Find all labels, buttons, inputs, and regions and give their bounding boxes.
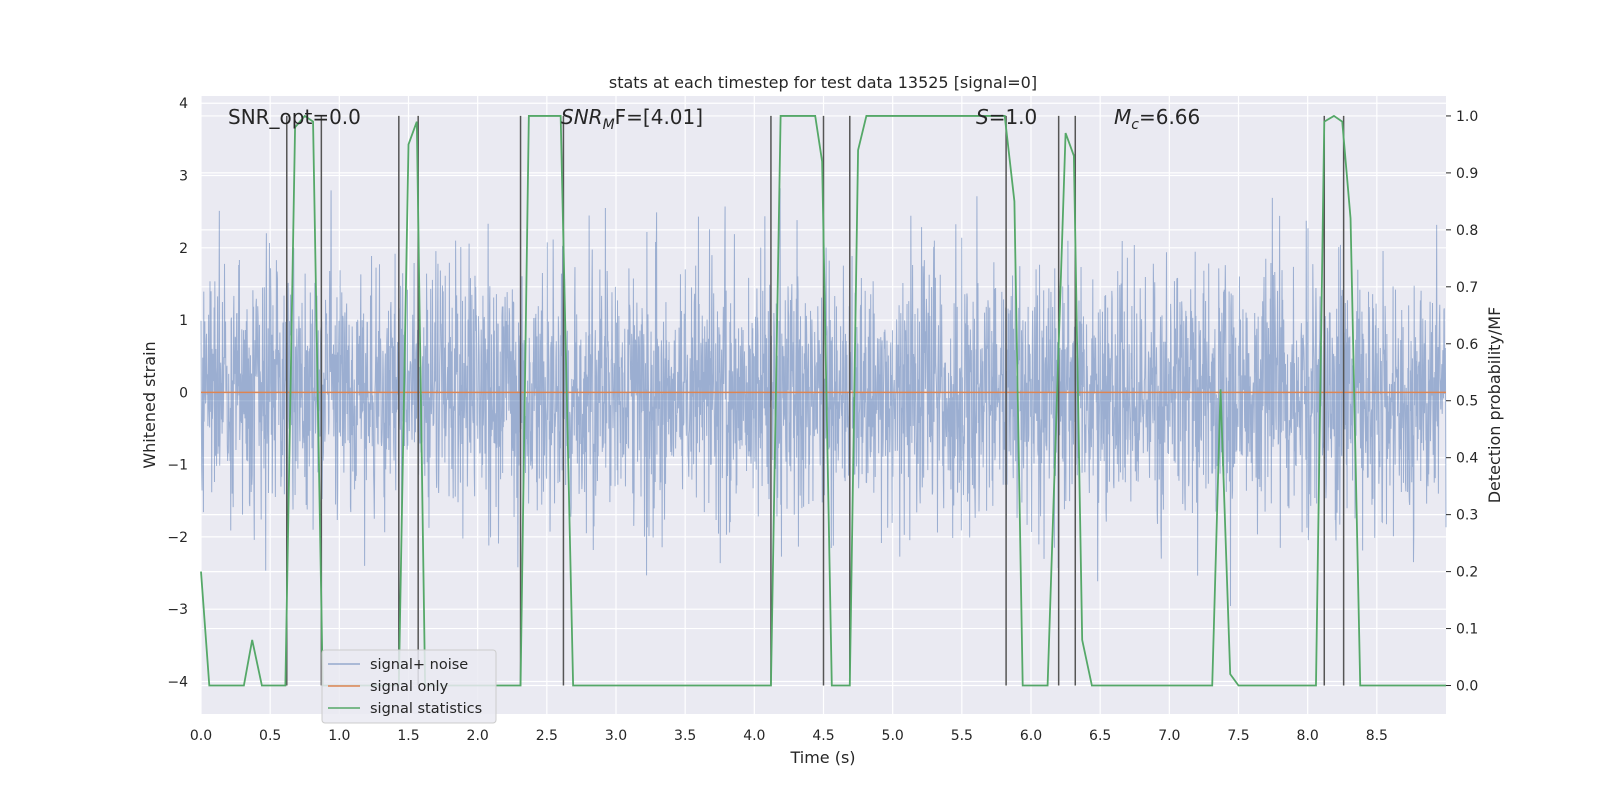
x-tick-label: 1.5 <box>397 728 419 744</box>
legend-box <box>321 649 497 724</box>
x-ticks: 0.0 0.5 1.0 1.5 2.0 2.5 3.0 3.5 4.0 4.5 5.0 5.5 6.0 6… <box>190 728 1388 744</box>
y-tick-label: 3 <box>179 169 188 185</box>
legend-label-signal-statistics: signal statistics <box>370 701 482 717</box>
annotation-s: S=1.0 <box>976 105 1037 129</box>
x-tick-label: 3.0 <box>605 728 627 744</box>
y2-axis-label: Detection probability/MF <box>1485 307 1504 504</box>
x-tick-label: 4.5 <box>812 728 834 744</box>
y2-tick-label: 0.6 <box>1456 337 1478 353</box>
snr-mf-value: F=[4.01] <box>615 105 703 129</box>
mc-subscript: c <box>1131 117 1139 133</box>
x-tick-label: 8.0 <box>1297 728 1319 744</box>
legend: signal+ noise signal only signal statist… <box>321 649 497 724</box>
x-tick-label: 3.5 <box>674 728 696 744</box>
x-tick-label: 4.0 <box>743 728 765 744</box>
x-tick-label: 6.0 <box>1020 728 1042 744</box>
y2-tick-label: 0.3 <box>1456 508 1478 524</box>
legend-label-signal-noise: signal+ noise <box>370 657 468 673</box>
y-tick-label: 4 <box>179 96 188 112</box>
y-axis-label: Whitened strain <box>140 341 159 468</box>
annotation-mc: Mc=6.66 <box>1114 105 1200 133</box>
y2-ticks: 1.0 0.9 0.8 0.7 0.6 0.5 0.4 0.3 0.2 0.1 0.0 <box>1446 109 1478 695</box>
mc-base: M <box>1114 105 1131 129</box>
y-tick-label: −3 <box>167 602 188 618</box>
annotation-snr-opt: SNR_opt=0.0 <box>228 105 361 129</box>
x-tick-label: 6.5 <box>1089 728 1111 744</box>
x-axis-label: Time (s) <box>789 748 855 767</box>
x-tick-label: 1.0 <box>328 728 350 744</box>
chart-title: stats at each timestep for test data 135… <box>609 73 1037 92</box>
y2-tick-label: 0.2 <box>1456 565 1478 581</box>
y-tick-label: 1 <box>179 313 188 329</box>
y2-tick-label: 0.7 <box>1456 280 1478 296</box>
legend-label-signal-only: signal only <box>370 679 449 695</box>
snr-mf-base: SNR <box>561 105 603 129</box>
y2-tick-label: 1.0 <box>1456 109 1478 125</box>
x-tick-label: 7.0 <box>1158 728 1180 744</box>
snr-mf-subscript: M <box>603 117 615 133</box>
y2-tick-label: 0.9 <box>1456 166 1478 182</box>
signal-statistics-line <box>200 114 1446 687</box>
y2-tick-label: 0.8 <box>1456 223 1478 239</box>
x-tick-label: 5.0 <box>882 728 904 744</box>
x-tick-label: 8.5 <box>1366 728 1388 744</box>
x-tick-label: 2.0 <box>467 728 489 744</box>
x-tick-label: 5.5 <box>951 728 973 744</box>
s-value: =1.0 <box>989 105 1038 129</box>
x-tick-label: 2.5 <box>536 728 558 744</box>
y2-tick-label: 0.0 <box>1456 679 1478 695</box>
x-tick-label: 7.5 <box>1227 728 1249 744</box>
y-tick-label: 0 <box>179 385 188 401</box>
s-base: S <box>976 105 989 129</box>
y2-tick-label: 0.1 <box>1456 622 1478 638</box>
annotation-snr-mf: SNRMF=[4.01] <box>561 105 703 133</box>
x-tick-label: 0.0 <box>190 728 212 744</box>
y-tick-label: −2 <box>167 530 188 546</box>
y-tick-label: −1 <box>167 458 188 474</box>
mc-value: =6.66 <box>1139 105 1200 129</box>
x-tick-label: 0.5 <box>259 728 281 744</box>
y-tick-label: −4 <box>167 674 188 690</box>
y2-tick-label: 0.4 <box>1456 451 1478 467</box>
y-tick-label: 2 <box>179 241 188 257</box>
y2-tick-label: 0.5 <box>1456 394 1478 410</box>
y-ticks: 4 3 2 1 0 −1 −2 −3 −4 <box>167 96 188 690</box>
